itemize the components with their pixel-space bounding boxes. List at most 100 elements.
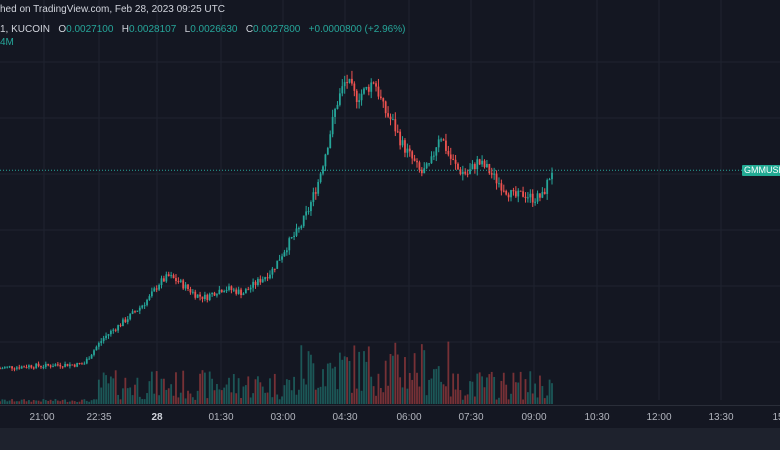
volume-bar [228,377,230,404]
volume-bar [317,387,320,404]
volume-bar [146,393,148,404]
symbol-label[interactable]: 1, KUCOIN [0,24,51,35]
candle-body [457,163,459,170]
volume-bar [285,379,288,404]
volume-bar [194,399,197,404]
volume-bar [469,381,471,404]
candle-body [278,259,281,261]
change-value: +0.0000800 (+2.96%) [308,24,406,35]
high-value: 0.0028107 [129,24,177,35]
volume-bar [293,376,295,404]
candle-body [191,291,194,293]
volume-bar [73,401,76,404]
time-tick-label: 12:00 [646,412,672,423]
volume-bar [281,396,283,404]
volume-bar [502,372,505,404]
volume-bar [524,379,527,404]
volume-bar [220,390,223,404]
candle-body [305,211,308,216]
volume-bar [13,401,16,404]
candle-body [32,367,35,369]
volume-bar [367,346,370,404]
volume-bar [66,401,69,404]
volume-bar [452,373,455,404]
candle-body [134,311,136,313]
candle-body [519,190,522,192]
candle-body [249,287,252,290]
time-tick-label: 15 [772,412,780,423]
volume-bar [526,392,529,404]
candle-body [194,291,197,298]
candle-body [117,325,120,331]
candle-body [363,88,365,94]
candle-body [25,367,28,369]
volume-bar [543,398,546,404]
volume-bar [3,399,6,404]
candle-body [447,150,450,155]
candle-body [495,173,498,184]
volume-bar [510,393,512,404]
volume-bar [358,351,361,404]
candle-body [524,196,527,199]
volume-bar [143,399,146,404]
candle-body [343,82,346,87]
volume-bar [505,384,508,404]
volume-bar [331,368,334,404]
candle-body [459,169,462,175]
candle-body [131,311,134,314]
volume-bar [348,360,351,404]
candle-body [476,159,479,170]
volume-bar [351,392,353,404]
candle-body [240,289,242,296]
candle-body [514,191,517,197]
candle-body [531,193,534,203]
candle-body [418,162,421,170]
volume-bar [529,371,532,404]
volume-bar [310,354,312,404]
volume-bar [11,399,13,404]
candle-body [49,365,52,367]
candle-body [201,296,204,299]
candle-body [237,289,240,294]
volume-bar [307,351,310,404]
candle-body [310,202,312,212]
bottom-toolbar[interactable] [0,428,780,450]
candle-body [203,294,206,299]
volume-bar [206,398,209,404]
volume-bar [196,390,199,404]
candle-body [507,194,510,198]
volume-bar [365,361,368,404]
volume-bar [232,374,235,404]
candle-body [73,364,76,367]
candle-body [539,193,541,198]
volume-bar [384,360,387,404]
time-axis[interactable] [0,405,780,429]
candle-body [445,140,447,151]
volume-bar [432,369,435,404]
candle-body [483,160,486,168]
volume-bar [76,401,79,404]
candle-body [488,163,491,174]
candle-body [150,291,153,297]
candle-body [30,365,33,368]
volume-bar [546,395,549,404]
volume-bar [416,372,418,404]
candle-body [355,90,358,103]
volume-bar [237,378,240,404]
high-key: H [121,24,129,35]
candle-body [100,341,103,344]
candle-body [297,228,300,230]
close-key: C [245,24,254,35]
candle-body [498,183,500,185]
time-tick-label: 13:30 [708,412,734,423]
volume-bar [302,378,305,404]
volume-bar [25,401,28,404]
time-tick-label: 21:00 [29,412,55,423]
candle-body [423,168,426,174]
open-key: O [58,24,67,35]
volume-bar [401,387,404,404]
candle-body [411,151,414,159]
time-tick-label: 07:30 [458,412,484,423]
